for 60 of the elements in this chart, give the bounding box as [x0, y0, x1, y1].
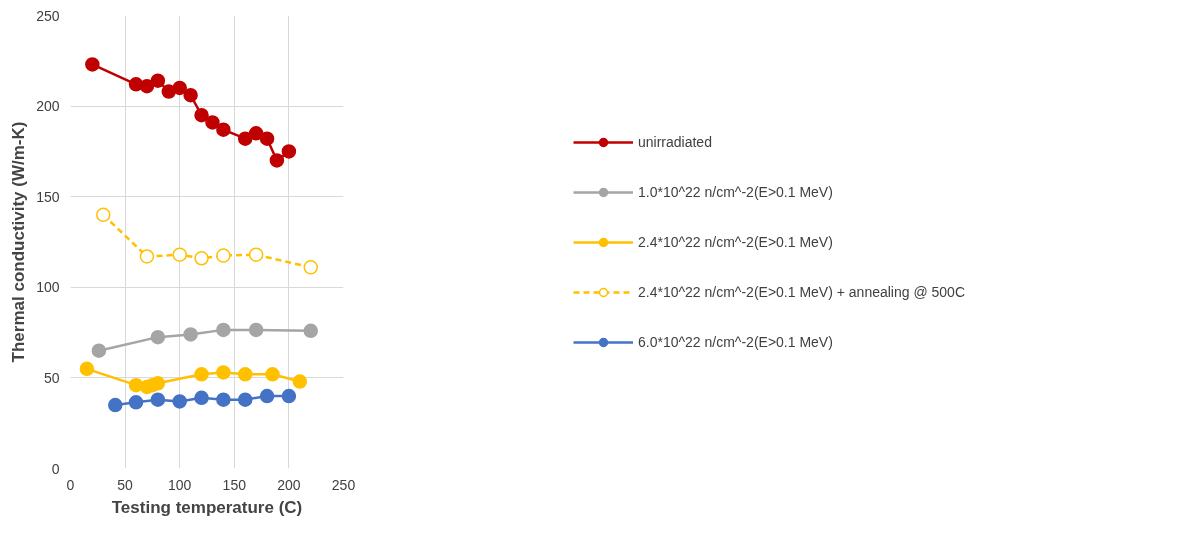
point: [281, 388, 297, 404]
point: [79, 361, 95, 377]
y-tick-label: 250: [36, 7, 60, 24]
y-tick-label: 200: [36, 98, 60, 115]
point: [194, 107, 209, 123]
legend-label: 1.0*10^22 n/cm^-2(E>0.1 MeV): [638, 183, 833, 200]
point: [183, 327, 198, 342]
x-tick-label: 50: [117, 476, 134, 493]
point: [194, 390, 209, 406]
legend-label: 6.0*10^22 n/cm^-2(E>0.1 MeV): [638, 333, 833, 350]
point: [303, 260, 318, 275]
y-axis-title: Thermal conductivity (W/m-K): [9, 121, 29, 363]
x-tick-label: 100: [168, 476, 192, 493]
point: [172, 394, 187, 409]
point: [85, 57, 100, 72]
point: [216, 248, 231, 263]
point: [150, 392, 166, 407]
point: [265, 367, 280, 382]
point: [216, 365, 231, 380]
point: [248, 247, 264, 262]
point: [205, 115, 220, 130]
point: [292, 374, 308, 389]
y-tick-label: 150: [36, 188, 60, 205]
point: [303, 323, 318, 339]
point: [281, 144, 297, 159]
x-tick-label: 0: [66, 476, 75, 493]
point: [139, 78, 155, 94]
x-tick-label: 200: [277, 476, 301, 493]
point: [269, 153, 285, 168]
point: [172, 80, 187, 96]
point: [248, 126, 264, 141]
point: [91, 343, 107, 358]
point: [150, 329, 166, 345]
point: [248, 322, 264, 338]
point: [259, 388, 275, 404]
y-tick-label: 0: [51, 460, 60, 477]
x-axis-title: Testing temperature (C): [111, 497, 303, 517]
y-tick-label: 100: [36, 279, 60, 296]
point: [237, 131, 253, 146]
legend-label: 2.4*10^22 n/cm^-2(E>0.1 MeV): [638, 233, 833, 250]
legend-label: unirradiated: [638, 133, 712, 150]
point: [194, 367, 209, 382]
point: [183, 87, 198, 103]
y-tick-label: 50: [43, 369, 60, 386]
point: [108, 397, 123, 413]
x-tick-label: 250: [331, 476, 356, 493]
point: [216, 392, 231, 407]
point: [237, 367, 253, 382]
point: [194, 251, 209, 266]
point: [259, 131, 275, 146]
point: [150, 73, 166, 88]
point: [216, 122, 231, 137]
point: [96, 207, 111, 223]
point: [216, 322, 231, 338]
legend-label: 2.4*10^22 n/cm^-2(E>0.1 MeV) + annealing @ 500C: [638, 283, 965, 300]
point: [172, 247, 187, 262]
point: [139, 249, 155, 264]
x-tick-label: 150: [222, 476, 247, 493]
point: [128, 395, 144, 410]
point: [237, 392, 253, 407]
